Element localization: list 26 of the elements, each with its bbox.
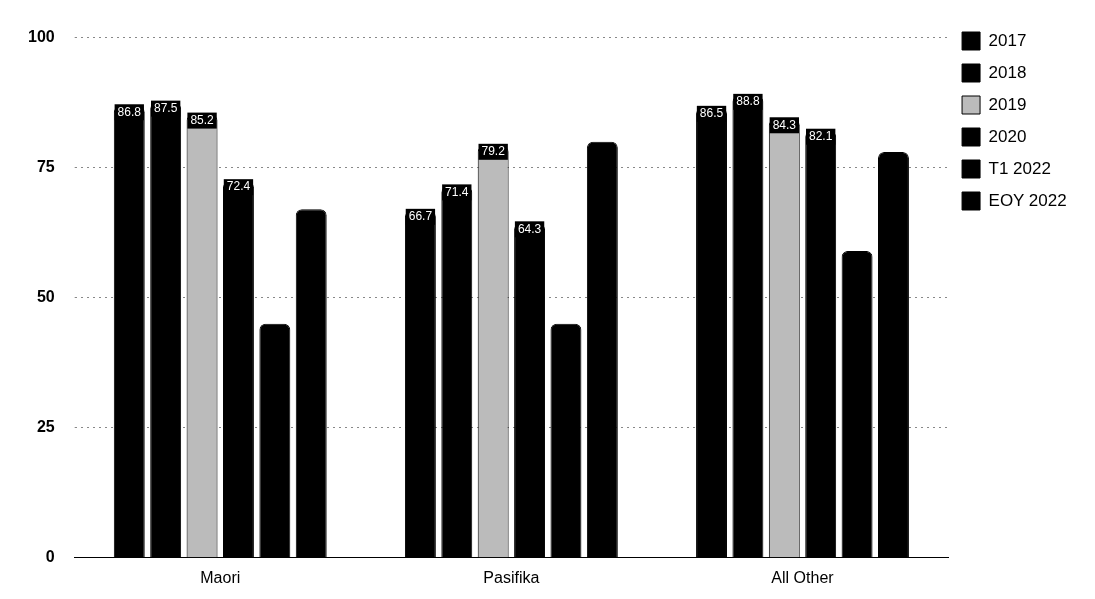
data-label: 87.5 <box>153 100 178 115</box>
data-label: 86.5 <box>699 106 724 121</box>
data-label: 85.2 <box>190 112 215 127</box>
legend-label: T1 2022 <box>988 158 1051 178</box>
x-tick-label: Maori <box>200 568 241 586</box>
data-label: 64.3 <box>517 221 542 236</box>
x-tick-label: Pasifika <box>483 568 540 586</box>
y-tick-label: 100 <box>27 28 55 46</box>
data-label: 84.3 <box>772 117 797 132</box>
legend-label: 2017 <box>988 30 1027 50</box>
legend-label: 2020 <box>988 126 1027 146</box>
y-tick-label: 75 <box>36 158 55 176</box>
data-label: 86.8 <box>117 104 142 119</box>
y-tick-label: 0 <box>45 548 55 566</box>
data-label: 71.4 <box>445 184 469 199</box>
legend-label: EOY 2022 <box>988 190 1067 210</box>
data-label: 72.4 <box>226 179 251 194</box>
legend-label: 2018 <box>988 62 1027 82</box>
legend-label: 2019 <box>988 94 1027 114</box>
y-tick-label: 25 <box>36 418 55 436</box>
data-label: 88.8 <box>736 94 760 109</box>
y-tick-label: 50 <box>36 288 55 306</box>
data-label: 79.2 <box>481 144 506 159</box>
x-tick-label: All Other <box>771 568 835 586</box>
data-label: 82.1 <box>809 129 833 144</box>
data-label: 66.7 <box>408 209 433 224</box>
